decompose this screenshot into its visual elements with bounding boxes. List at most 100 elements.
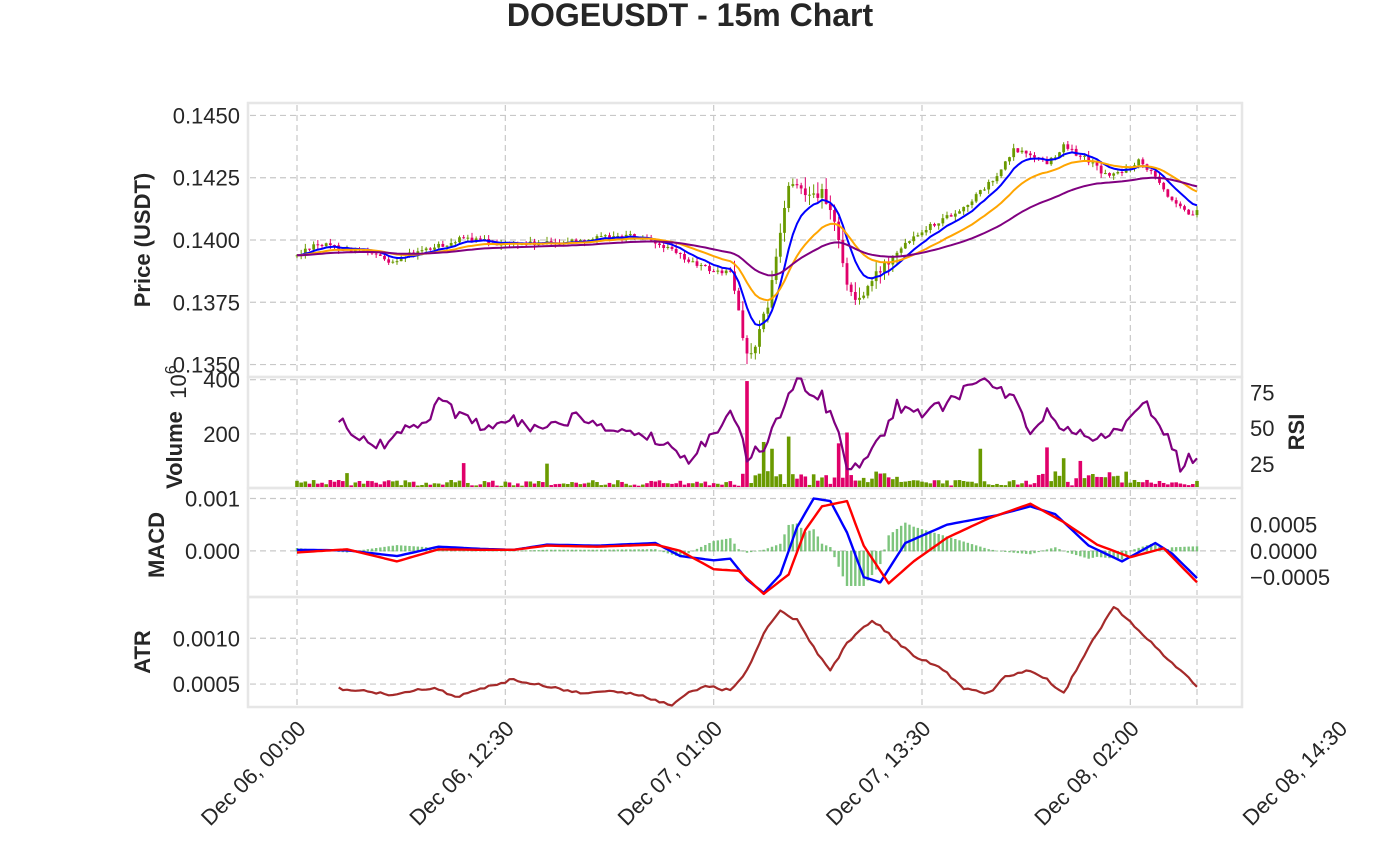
candle-body [1066, 144, 1070, 149]
volume-bar [1141, 482, 1145, 487]
volume-bar [874, 471, 878, 487]
candle-body [908, 241, 911, 243]
macd-histogram-bar [529, 550, 532, 552]
macd-histogram-bar [970, 544, 974, 552]
volume-bar [707, 485, 712, 487]
macd-histogram-bar [587, 549, 590, 552]
macd-histogram-bar [904, 522, 907, 552]
volume-bar [324, 484, 328, 487]
macd-axis-label: MACD [144, 512, 169, 578]
volume-bar [845, 432, 849, 487]
candle-body [1087, 155, 1091, 163]
volume-bar [945, 480, 949, 487]
macd-histogram-bar [941, 535, 945, 552]
macd-histogram-bar [558, 549, 561, 552]
candle-body [920, 232, 924, 236]
volume-bar [841, 477, 845, 487]
volume-bar [591, 480, 595, 487]
volume-bar [441, 484, 445, 487]
volume-bar [628, 485, 633, 487]
candle-body [783, 207, 786, 233]
candle-body [1016, 148, 1020, 153]
volume-bar [1136, 481, 1141, 487]
volume-bar [1195, 480, 1199, 487]
macd-histogram-bar [1083, 550, 1086, 558]
macd-histogram-bar [795, 523, 799, 552]
macd-histogram-bar [1066, 550, 1070, 553]
candle-body [1112, 173, 1116, 176]
macd-histogram-bar [1195, 546, 1199, 552]
volume-bar [1170, 482, 1174, 487]
macd-histogram-bar [1016, 550, 1020, 554]
macd-histogram-bar [958, 540, 961, 552]
volume-bar [1149, 482, 1153, 487]
candle-body [395, 261, 399, 263]
macd-histogram-bar [995, 550, 999, 552]
macd-histogram-bar [962, 541, 965, 552]
macd-histogram-bar [1112, 550, 1115, 559]
volume-bar [1041, 473, 1045, 487]
volume-bar [411, 481, 416, 487]
candle-body [324, 243, 328, 247]
candle-body [816, 193, 820, 198]
candle-body [991, 181, 995, 183]
macd-histogram-bar [979, 546, 982, 552]
candle-body [916, 235, 920, 237]
macd-histogram-bar [837, 550, 840, 567]
macd-histogram-bar [1049, 548, 1053, 552]
candle-body [1183, 206, 1186, 210]
candle-body [733, 271, 736, 291]
volume-bar [582, 483, 587, 487]
rsi-tick-label: 25 [1250, 452, 1274, 477]
macd-right-tick-label: 0.0005 [1250, 513, 1317, 538]
candle-body [424, 248, 428, 251]
candle-body [858, 297, 861, 300]
macd-histogram-bar [820, 543, 824, 552]
candle-body [383, 255, 386, 260]
macd-histogram-bar [1183, 546, 1186, 552]
volume-bar [645, 483, 649, 487]
volume-bar [403, 480, 408, 487]
macd-right-tick-label: −0.0005 [1250, 565, 1330, 590]
candle-body [1078, 155, 1082, 157]
macd-histogram-bar [808, 530, 811, 552]
candle-body [966, 205, 970, 207]
candle-body [853, 292, 857, 300]
candle-body [995, 176, 999, 182]
volume-bar [457, 480, 462, 487]
x-tick-label: Dec 06, 12:30 [404, 716, 519, 831]
volume-bar [336, 480, 341, 487]
volume-bar [866, 482, 870, 487]
macd-histogram-bar [1091, 550, 1095, 558]
candle-body [453, 242, 457, 244]
atr-panel [338, 606, 1198, 707]
macd-histogram-bar [824, 545, 828, 552]
macd-histogram-bar [399, 545, 403, 552]
candle-body [799, 185, 803, 189]
macd-histogram-bar [1191, 546, 1195, 552]
candle-body [824, 189, 828, 204]
volume-bar [1157, 480, 1162, 487]
volume-bar [907, 480, 912, 487]
volume-bar [857, 480, 862, 487]
candle-body [445, 245, 449, 247]
volume-bar [482, 481, 487, 487]
volume-bar [736, 485, 741, 487]
macd-histogram-bar [1099, 550, 1103, 558]
volume-bar [716, 483, 720, 487]
macd-histogram-bar [1045, 549, 1049, 552]
macd-histogram-bar [608, 549, 611, 552]
macd-histogram-bar [733, 543, 736, 552]
volume-bar [899, 481, 903, 487]
atr-axis-label: ATR [130, 630, 155, 674]
volume-bar [1132, 479, 1137, 487]
volume-bar [632, 484, 637, 487]
candle-body [1058, 152, 1061, 158]
volume-bar [599, 485, 603, 487]
macd-histogram-bar [633, 549, 636, 552]
macd-histogram-bar [520, 550, 524, 552]
rsi-line [337, 377, 1198, 473]
volume-bar [374, 482, 378, 487]
volume-bar [849, 475, 853, 487]
volume-bar [870, 478, 874, 487]
